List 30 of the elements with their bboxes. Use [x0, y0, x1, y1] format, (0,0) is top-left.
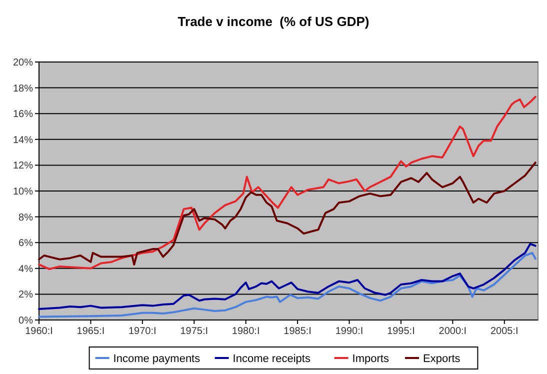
x-tick-label: 2000:I [438, 326, 467, 337]
y-tick-label: 4% [18, 264, 34, 275]
y-tick-label: 6% [18, 238, 34, 250]
x-tick-label: 1990:I [335, 326, 364, 337]
y-tick-label: 10% [12, 186, 34, 198]
x-tick-label: 1980:I [232, 326, 260, 337]
x-tick-label: 1995:I [387, 326, 415, 337]
legend-label: Income receipts [232, 352, 311, 365]
line-series [38, 96, 536, 270]
line-series [38, 242, 536, 310]
line-series [38, 162, 536, 266]
y-tick-label: 14% [12, 134, 34, 146]
x-tick-label: 1985:I [284, 326, 312, 337]
chart-title: Trade v income (% of US GDP) [178, 14, 370, 29]
y-tick-label: 0% [18, 316, 34, 326]
line-series [38, 252, 536, 318]
legend-label: Income payments [113, 352, 201, 365]
x-tick-label: 1965:I [76, 326, 105, 337]
y-tick-label: 18% [12, 83, 34, 94]
legend-label: Imports [352, 352, 390, 365]
x-tick-label: 2005:I [490, 326, 518, 337]
y-tick-label: 2% [18, 290, 34, 301]
x-tick-label: 1975:I [180, 326, 208, 337]
y-tick-label: 16% [12, 109, 34, 120]
x-tick-label: 1970:I [128, 326, 156, 337]
y-tick-label: 20% [12, 58, 34, 68]
x-tick-label: 1960:I [25, 326, 53, 337]
legend-label: Exports [423, 352, 461, 365]
y-tick-label: 8% [18, 212, 34, 224]
y-tick-label: 12% [12, 160, 34, 172]
